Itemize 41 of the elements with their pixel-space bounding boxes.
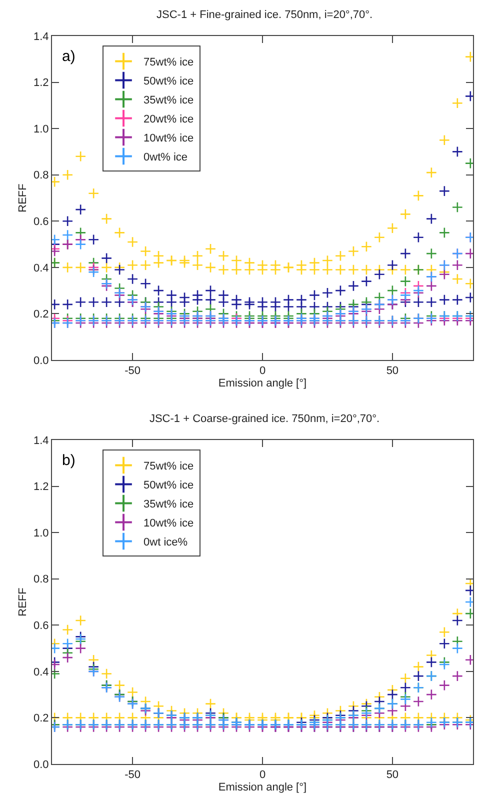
y-tick-label: 0.8 — [34, 170, 49, 182]
legend-label: 10wt% ice — [144, 518, 194, 530]
chart-title: JSC-1 + Fine-grained ice. 750nm, i=20°,70°. — [156, 8, 373, 21]
legend-label: 10wt% ice — [144, 132, 194, 145]
x-tick-label: 50 — [386, 365, 399, 378]
annotation: a) — [62, 48, 76, 65]
x-tick-label: 50 — [386, 769, 399, 782]
legend-label: 75wt% ice — [144, 56, 194, 69]
y-tick-label: 0.4 — [34, 262, 49, 274]
y-tick-label: 0.0 — [34, 354, 49, 367]
y-tick-label: 1.2 — [34, 77, 49, 90]
annotation: b) — [62, 452, 76, 469]
x-axis-title: Emission angle [°] — [218, 377, 307, 390]
legend-label: 50wt% ice — [144, 480, 194, 492]
y-tick-label: 0.4 — [34, 666, 49, 678]
x-tick-label: 0 — [259, 365, 266, 378]
y-tick-label: 0.0 — [34, 758, 49, 771]
legend-label: 0wt ice% — [144, 536, 188, 549]
y-tick-label: 1.4 — [34, 30, 49, 43]
y-tick-label: 1.4 — [34, 434, 49, 447]
y-tick-label: 0.2 — [34, 308, 49, 321]
legend-label: 0wt% ice — [144, 152, 188, 164]
y-tick-label: 0.8 — [34, 574, 49, 586]
legend-label: 35wt% ice — [144, 498, 194, 511]
x-tick-label: -50 — [124, 365, 141, 378]
y-axis-title: REFF — [17, 183, 30, 212]
y-axis-title: REFF — [17, 587, 30, 616]
legend-label: 50wt% ice — [144, 76, 194, 88]
y-tick-label: 0.6 — [34, 620, 49, 632]
y-tick-label: 1.0 — [34, 527, 49, 540]
y-tick-label: 0.2 — [34, 712, 49, 725]
y-tick-label: 1.0 — [34, 123, 49, 136]
legend-label: 20wt% ice — [144, 114, 194, 126]
x-tick-label: -50 — [124, 769, 141, 782]
legend-label: 35wt% ice — [144, 94, 194, 107]
x-tick-label: 0 — [259, 769, 266, 782]
y-tick-label: 1.2 — [34, 481, 49, 494]
chart-title: JSC-1 + Coarse-grained ice. 750nm, i=20°,70°. — [149, 412, 380, 425]
y-tick-label: 0.6 — [34, 216, 49, 228]
x-axis-title: Emission angle [°] — [218, 781, 307, 794]
legend-label: 75wt% ice — [144, 460, 194, 473]
